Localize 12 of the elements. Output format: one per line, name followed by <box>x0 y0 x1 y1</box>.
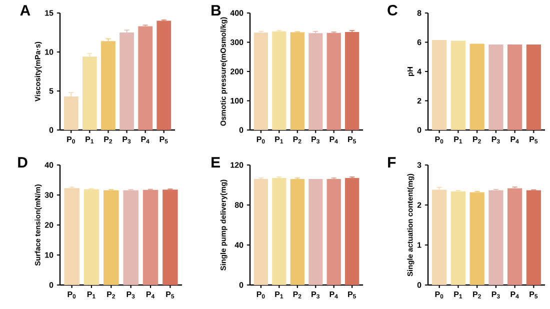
chart-title: B <box>212 5 221 16</box>
bar <box>64 96 78 130</box>
bar <box>120 32 134 130</box>
bar <box>101 41 116 130</box>
bar <box>82 56 97 130</box>
bar <box>156 20 172 130</box>
chart-title: A <box>20 5 30 16</box>
chart-title: E <box>212 157 220 168</box>
chart-title: C <box>388 4 398 16</box>
bar <box>138 26 153 130</box>
chart-title: F <box>388 157 396 168</box>
chart-title: D <box>18 157 28 168</box>
